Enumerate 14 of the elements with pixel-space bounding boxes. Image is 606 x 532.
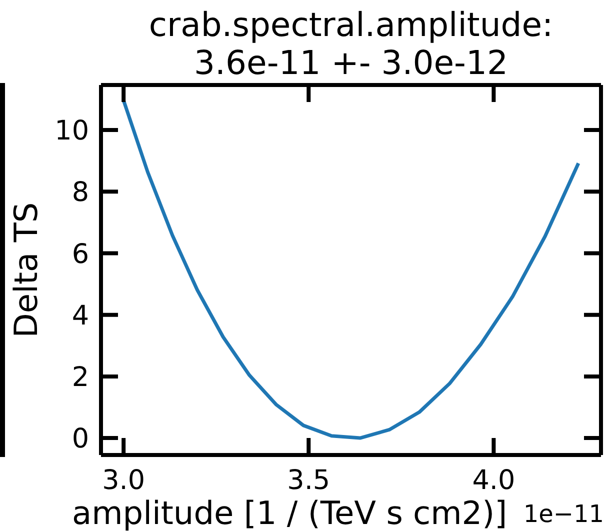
y-tick-label: 4: [72, 300, 89, 332]
line-series: [122, 98, 580, 440]
y-axis-title: Delta TS: [7, 202, 45, 338]
x-axis-title: amplitude [1 / (TeV s cm2)]: [72, 494, 508, 532]
x-tick-label: 4.0: [472, 465, 516, 496]
y-tick-label: 2: [72, 362, 89, 394]
y-tick-label: 8: [72, 177, 89, 208]
text: 1e−11: [523, 500, 604, 528]
y-tick-label: 10: [54, 116, 89, 147]
x-tick-label: 3.5: [287, 465, 330, 496]
x-tick-label: 3.0: [102, 465, 146, 496]
y-tick-label: 0: [72, 424, 89, 455]
chart-title: crab.spectral.amplitude: 3.6e-11 +- 3.0e-12: [148, 5, 554, 82]
y-tick-label: 6: [72, 238, 89, 270]
